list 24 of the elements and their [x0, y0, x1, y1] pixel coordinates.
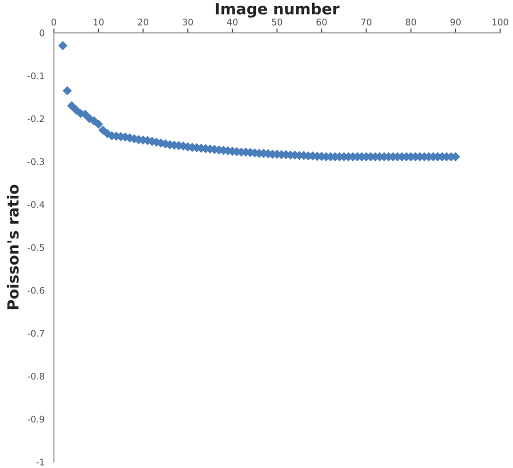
y-tick-label: -0.9 [28, 416, 44, 423]
x-tick-label: 0 [52, 18, 56, 26]
x-tick-label: 40 [227, 18, 238, 26]
x-tick-label: 80 [406, 18, 416, 26]
y-tick-label: -0.2 [28, 115, 44, 122]
x-tick-label: 20 [138, 18, 148, 26]
y-tick-label: -0.3 [28, 158, 44, 166]
y-tick-label: 0 [40, 29, 44, 36]
y-tick-label: -0.7 [28, 330, 44, 337]
y-tick-label: -0.5 [28, 244, 44, 251]
y-tick-label: -0.1 [28, 72, 44, 80]
x-tick-label: 30 [182, 18, 193, 26]
x-axis-title: Image number [216, 2, 340, 18]
y-tick-label: -0.8 [28, 372, 44, 380]
x-tick-label: 90 [450, 18, 461, 26]
x-tick-label: 50 [272, 18, 282, 26]
y-tick-label: -1 [36, 458, 44, 466]
y-axis-title: Poisson's ratio [6, 184, 19, 310]
x-tick-label: 10 [94, 18, 104, 26]
x-tick-label: 70 [361, 18, 372, 26]
y-tick-label: -0.6 [28, 286, 44, 294]
x-tick-label: 60 [316, 18, 327, 26]
x-tick-label: 100 [492, 18, 508, 26]
y-tick-label: -0.4 [28, 201, 44, 208]
